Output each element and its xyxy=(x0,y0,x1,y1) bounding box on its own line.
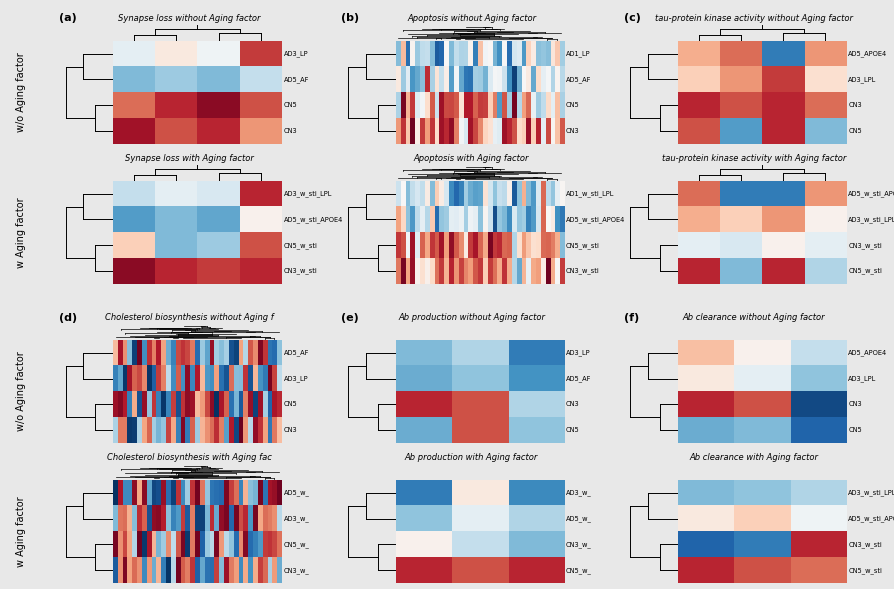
Text: Apoptosis without Aging factor: Apoptosis without Aging factor xyxy=(407,14,536,23)
Text: w Aging factor: w Aging factor xyxy=(16,197,26,267)
Text: Ab clearance without Aging factor: Ab clearance without Aging factor xyxy=(682,313,825,322)
Text: CN3: CN3 xyxy=(566,128,579,134)
Text: CN5: CN5 xyxy=(848,427,862,434)
Text: CN3_w_sti: CN3_w_sti xyxy=(848,242,882,249)
Text: AD5_APOE4: AD5_APOE4 xyxy=(848,350,888,356)
Text: CN3: CN3 xyxy=(848,402,862,408)
Text: AD1_w_sti_LPL: AD1_w_sti_LPL xyxy=(566,190,614,197)
Text: AD3_w_: AD3_w_ xyxy=(566,489,592,497)
Text: AD5_APOE4: AD5_APOE4 xyxy=(848,50,888,57)
Text: CN3: CN3 xyxy=(283,128,298,134)
Text: AD3_w_sti_LPL: AD3_w_sti_LPL xyxy=(848,489,894,497)
Text: CN3_w_: CN3_w_ xyxy=(283,567,309,574)
Text: CN5: CN5 xyxy=(566,102,580,108)
Text: CN3: CN3 xyxy=(283,427,298,434)
Text: AD5_AF: AD5_AF xyxy=(283,350,309,356)
Text: AD3_w_sti_LPL: AD3_w_sti_LPL xyxy=(283,190,333,197)
Text: Apoptosis with Aging factor: Apoptosis with Aging factor xyxy=(414,154,529,163)
Text: AD1_LP: AD1_LP xyxy=(566,50,591,57)
Text: w/o Aging factor: w/o Aging factor xyxy=(16,352,26,432)
Text: AD5_w_sti_APOE4: AD5_w_sti_APOE4 xyxy=(848,190,894,197)
Text: CN5_w_: CN5_w_ xyxy=(283,541,309,548)
Text: AD5_AF: AD5_AF xyxy=(283,76,309,83)
Text: tau-protein kinase activity without Aging factor: tau-protein kinase activity without Agin… xyxy=(654,14,853,23)
Text: Synapse loss with Aging factor: Synapse loss with Aging factor xyxy=(125,154,254,163)
Text: (a): (a) xyxy=(59,14,77,24)
Text: CN3: CN3 xyxy=(566,402,579,408)
Text: w Aging factor: w Aging factor xyxy=(16,497,26,567)
Text: Cholesterol biosynthesis with Aging fac: Cholesterol biosynthesis with Aging fac xyxy=(107,453,272,462)
Text: w/o Aging factor: w/o Aging factor xyxy=(16,52,26,132)
Text: (e): (e) xyxy=(342,313,359,323)
Text: CN3: CN3 xyxy=(848,102,862,108)
Text: Synapse loss without Aging factor: Synapse loss without Aging factor xyxy=(118,14,260,23)
Text: AD5_w_sti_APOE4: AD5_w_sti_APOE4 xyxy=(566,216,626,223)
Text: AD5_w_: AD5_w_ xyxy=(566,515,592,522)
Text: Cholesterol biosynthesis without Aging f: Cholesterol biosynthesis without Aging f xyxy=(105,313,274,322)
Text: (b): (b) xyxy=(342,14,359,24)
Text: AD5_w_sti_APOE4: AD5_w_sti_APOE4 xyxy=(283,216,343,223)
Text: AD3_LP: AD3_LP xyxy=(283,375,308,382)
Text: CN5: CN5 xyxy=(283,102,298,108)
Text: CN5_w_sti: CN5_w_sti xyxy=(848,567,882,574)
Text: CN5: CN5 xyxy=(283,402,298,408)
Text: AD3_LP: AD3_LP xyxy=(283,50,308,57)
Text: CN5_w_: CN5_w_ xyxy=(566,567,592,574)
Text: AD5_w_: AD5_w_ xyxy=(283,489,309,497)
Text: AD3_LP: AD3_LP xyxy=(566,350,591,356)
Text: AD3_LPL: AD3_LPL xyxy=(848,375,876,382)
Text: AD5_AF: AD5_AF xyxy=(566,76,592,83)
Text: CN5_w_sti: CN5_w_sti xyxy=(848,267,882,274)
Text: AD3_LPL: AD3_LPL xyxy=(848,76,876,83)
Text: (c): (c) xyxy=(624,14,640,24)
Text: CN5_w_sti: CN5_w_sti xyxy=(283,242,317,249)
Text: Ab production without Aging factor: Ab production without Aging factor xyxy=(398,313,545,322)
Text: CN5: CN5 xyxy=(848,128,862,134)
Text: CN3_w_sti: CN3_w_sti xyxy=(283,267,317,274)
Text: AD3_w_: AD3_w_ xyxy=(283,515,309,522)
Text: CN3_w_sti: CN3_w_sti xyxy=(848,541,882,548)
Text: tau-protein kinase activity with Aging factor: tau-protein kinase activity with Aging f… xyxy=(662,154,846,163)
Text: CN3_w_sti: CN3_w_sti xyxy=(566,267,600,274)
Text: AD5_AF: AD5_AF xyxy=(566,375,592,382)
Text: (d): (d) xyxy=(59,313,77,323)
Text: Ab clearance with Aging factor: Ab clearance with Aging factor xyxy=(689,453,818,462)
Text: CN5: CN5 xyxy=(566,427,580,434)
Text: Ab production with Aging factor: Ab production with Aging factor xyxy=(405,453,538,462)
Text: AD5_w_sti_APOE4: AD5_w_sti_APOE4 xyxy=(848,515,894,522)
Text: CN5_w_sti: CN5_w_sti xyxy=(566,242,600,249)
Text: (f): (f) xyxy=(624,313,639,323)
Text: CN3_w_: CN3_w_ xyxy=(566,541,592,548)
Text: AD3_w_sti_LPL: AD3_w_sti_LPL xyxy=(848,216,894,223)
